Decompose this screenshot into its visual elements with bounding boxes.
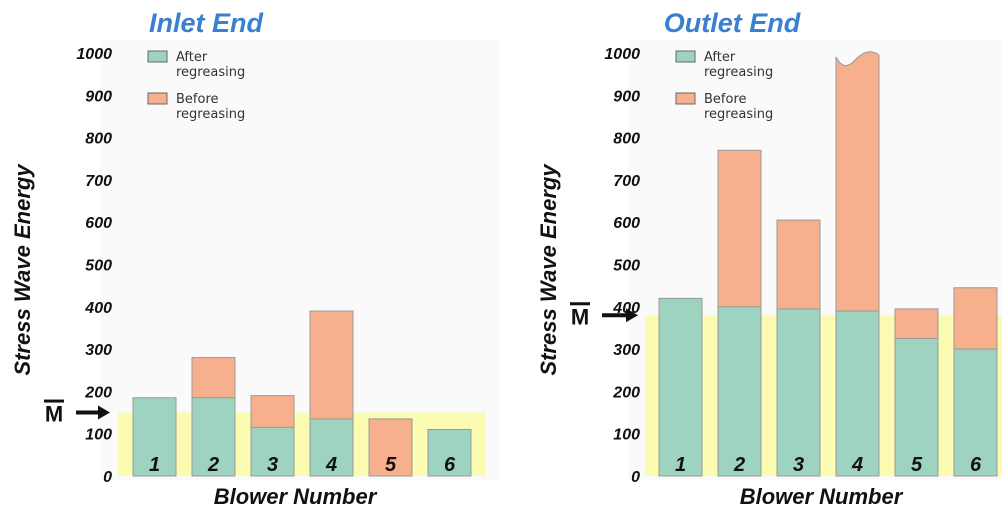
chart-title: Outlet End [664, 8, 801, 38]
arrow-head [626, 308, 638, 323]
bar-before [368, 418, 413, 477]
y-tick-label: 100 [85, 427, 112, 444]
legend-after-line1: After [704, 50, 736, 65]
y-axis-label: Stress Wave Energy [10, 163, 35, 376]
category-label: 4 [851, 454, 863, 476]
y-tick-label: 700 [613, 173, 640, 190]
bar-after [717, 306, 762, 477]
y-tick-label: 0 [631, 469, 640, 486]
category-label: 3 [793, 454, 804, 476]
y-tick-label: 500 [85, 258, 112, 275]
bar-after [427, 428, 472, 477]
arrow-head [98, 405, 110, 420]
reference-band [645, 315, 1002, 476]
reference-band [118, 412, 486, 476]
legend-after-line1: After [176, 50, 208, 65]
y-tick-label: 500 [613, 258, 640, 275]
chart-panel-inlet: Inlet End Stress Wave Energy 0 100 200 300 400… [10, 8, 500, 509]
legend-swatch-before [675, 92, 696, 105]
category-label: 5 [385, 454, 397, 476]
y-tick-label: 800 [613, 131, 640, 148]
bar-after [894, 338, 939, 477]
y-tick-label: 800 [85, 131, 112, 148]
legend-before-line1: Before [704, 92, 747, 107]
y-tick-label: 600 [613, 215, 640, 232]
x-axis-label: Blower Number [214, 484, 378, 509]
chart-title: Inlet End [149, 8, 264, 38]
y-tick-label: 0 [103, 469, 112, 486]
y-tick-label: 1000 [604, 46, 640, 63]
y-tick-label: 900 [85, 88, 112, 105]
legend-after-line2: regreasing [704, 65, 773, 80]
mean-label: M [45, 402, 63, 427]
y-tick-label: 1000 [76, 46, 112, 63]
legend-after-line2: regreasing [176, 65, 245, 80]
category-label: 4 [325, 454, 337, 476]
mean-overbar [570, 302, 590, 306]
y-axis-label: Stress Wave Energy [536, 163, 561, 376]
x-axis-label: Blower Number [740, 484, 904, 509]
legend-before-line2: regreasing [176, 107, 245, 122]
bar-after [309, 418, 354, 477]
y-tick-label: 200 [84, 384, 112, 401]
legend-before-line1: Before [176, 92, 219, 107]
bar-after [835, 310, 880, 477]
bar-after [250, 426, 295, 477]
category-label: 6 [970, 454, 982, 476]
y-tick-label: 900 [613, 88, 640, 105]
category-label: 1 [149, 454, 160, 476]
y-tick-label: 700 [85, 173, 112, 190]
category-label: 2 [733, 454, 745, 476]
y-tick-label: 100 [613, 427, 640, 444]
category-label: 2 [207, 454, 219, 476]
y-tick-label: 400 [84, 300, 112, 317]
category-label: 5 [911, 454, 923, 476]
bar-after [776, 308, 821, 477]
legend-swatch-before [147, 92, 168, 105]
y-tick-label: 200 [612, 384, 640, 401]
bar-after [132, 397, 177, 477]
bar-after [191, 397, 236, 477]
category-label: 3 [267, 454, 278, 476]
legend-swatch-after [147, 50, 168, 63]
legend-before-line2: regreasing [704, 107, 773, 122]
y-tick-label: 300 [613, 342, 640, 359]
bar-after [658, 297, 703, 477]
bar-after [953, 348, 998, 477]
category-label: 6 [444, 454, 456, 476]
y-tick-label: 300 [85, 342, 112, 359]
mean-overbar [44, 399, 64, 403]
mean-label: M [571, 304, 589, 329]
y-tick-label: 600 [85, 215, 112, 232]
category-label: 1 [675, 454, 686, 476]
legend-swatch-after [675, 50, 696, 63]
